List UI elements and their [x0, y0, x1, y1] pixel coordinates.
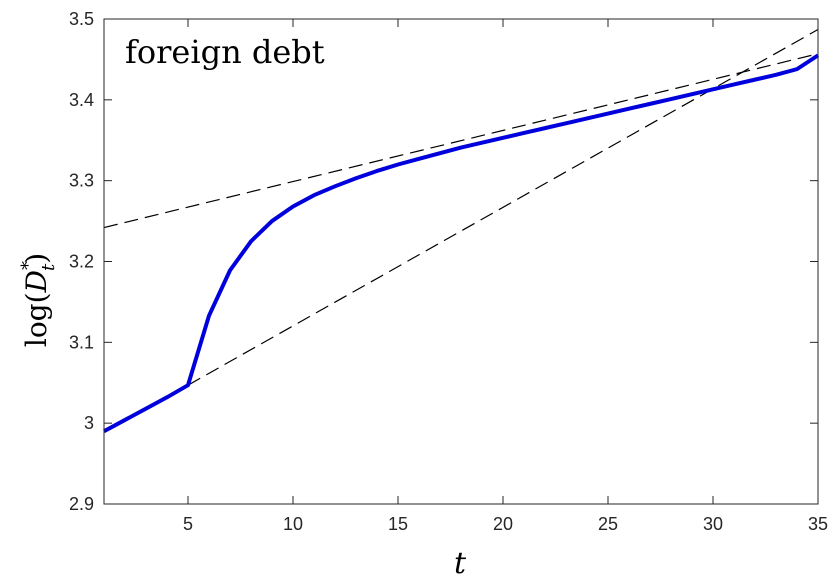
x-tick-label: 35	[808, 514, 828, 534]
y-tick-label: 3.5	[69, 9, 94, 29]
series-line-dashed-2	[187, 28, 819, 386]
y-tick-label: 3.1	[69, 332, 94, 352]
plot-area	[104, 19, 818, 504]
y-label-sub: t	[38, 263, 59, 271]
plot-background	[104, 19, 818, 504]
y-tick-label: 3.2	[69, 252, 94, 272]
y-tick-label: 3.3	[69, 171, 94, 191]
x-tick-label: 30	[703, 514, 723, 534]
y-tick-label: 3	[84, 413, 94, 433]
series-line-dashed-1	[103, 53, 819, 229]
x-tick-label: 5	[183, 514, 193, 534]
x-tick-label: 25	[598, 514, 618, 534]
y-tick-label: 2.9	[69, 494, 94, 514]
chart-title: foreign debt	[125, 33, 325, 71]
y-label-prefix: log(	[20, 292, 53, 347]
y-axis-label: log(D*t)	[18, 253, 59, 347]
y-label-suffix: )	[20, 253, 53, 264]
y-tick-label: 3.4	[69, 90, 94, 110]
series-layer	[103, 28, 820, 434]
axes-layer: 5 10 15 20 25 30 35 2.9 3 3.1 3.2 3.3 3.4 3.5	[69, 9, 828, 534]
x-tick-label: 20	[493, 514, 513, 534]
series-line-foreign-debt	[103, 53, 820, 434]
x-axis-label: t	[454, 546, 467, 581]
x-tick-label: 15	[388, 514, 408, 534]
y-label-var: D	[20, 270, 53, 293]
x-tick-label: 10	[283, 514, 303, 534]
y-label-sup: *	[18, 261, 39, 270]
